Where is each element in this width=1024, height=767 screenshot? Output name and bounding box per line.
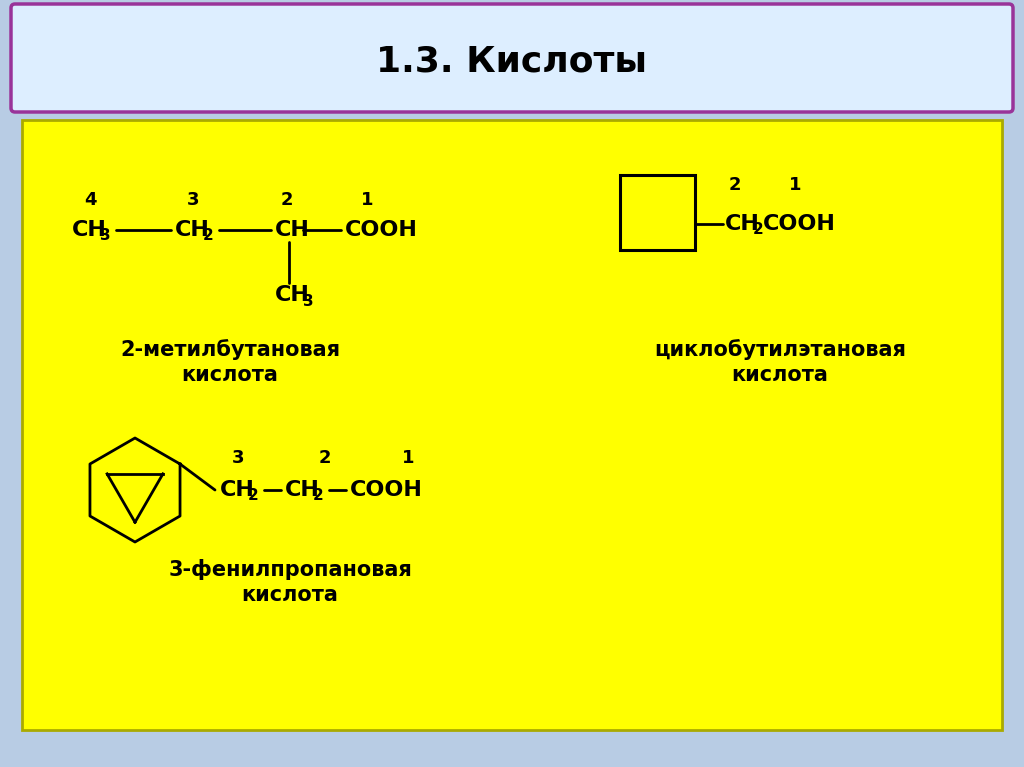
Text: 2-метилбутановая: 2-метилбутановая	[120, 340, 340, 360]
Text: COOH: COOH	[350, 480, 423, 500]
Text: 3: 3	[186, 191, 200, 209]
Text: 2: 2	[313, 489, 324, 503]
Text: 3: 3	[303, 294, 313, 308]
Text: 2: 2	[203, 229, 214, 243]
Text: CH: CH	[72, 220, 106, 240]
Text: 2: 2	[729, 176, 741, 194]
Text: 4: 4	[84, 191, 96, 209]
Text: CH: CH	[285, 480, 319, 500]
Text: кислота: кислота	[731, 365, 828, 385]
Text: 2: 2	[281, 191, 293, 209]
Text: CH: CH	[220, 480, 255, 500]
Text: COOH: COOH	[345, 220, 418, 240]
Text: CH: CH	[725, 214, 760, 234]
FancyBboxPatch shape	[11, 4, 1013, 112]
Text: кислота: кислота	[181, 365, 279, 385]
Text: CH: CH	[175, 220, 210, 240]
Text: CH: CH	[275, 285, 310, 305]
Text: 3: 3	[100, 229, 111, 243]
Text: 3: 3	[231, 449, 245, 467]
Text: 2: 2	[753, 222, 764, 237]
Text: CH: CH	[275, 220, 310, 240]
Text: 2: 2	[318, 449, 331, 467]
Text: 1: 1	[401, 449, 415, 467]
Text: 1: 1	[360, 191, 374, 209]
Bar	[620, 175, 695, 250]
Text: 2: 2	[248, 489, 259, 503]
Text: COOH: COOH	[763, 214, 836, 234]
Bar	[22, 120, 1002, 730]
Text: 1.3. Кислоты: 1.3. Кислоты	[377, 45, 647, 79]
Text: 1: 1	[788, 176, 801, 194]
Text: 3-фенилпропановая: 3-фенилпропановая	[168, 559, 412, 581]
Text: циклобутилэтановая: циклобутилэтановая	[654, 340, 906, 360]
Text: кислота: кислота	[242, 585, 339, 605]
